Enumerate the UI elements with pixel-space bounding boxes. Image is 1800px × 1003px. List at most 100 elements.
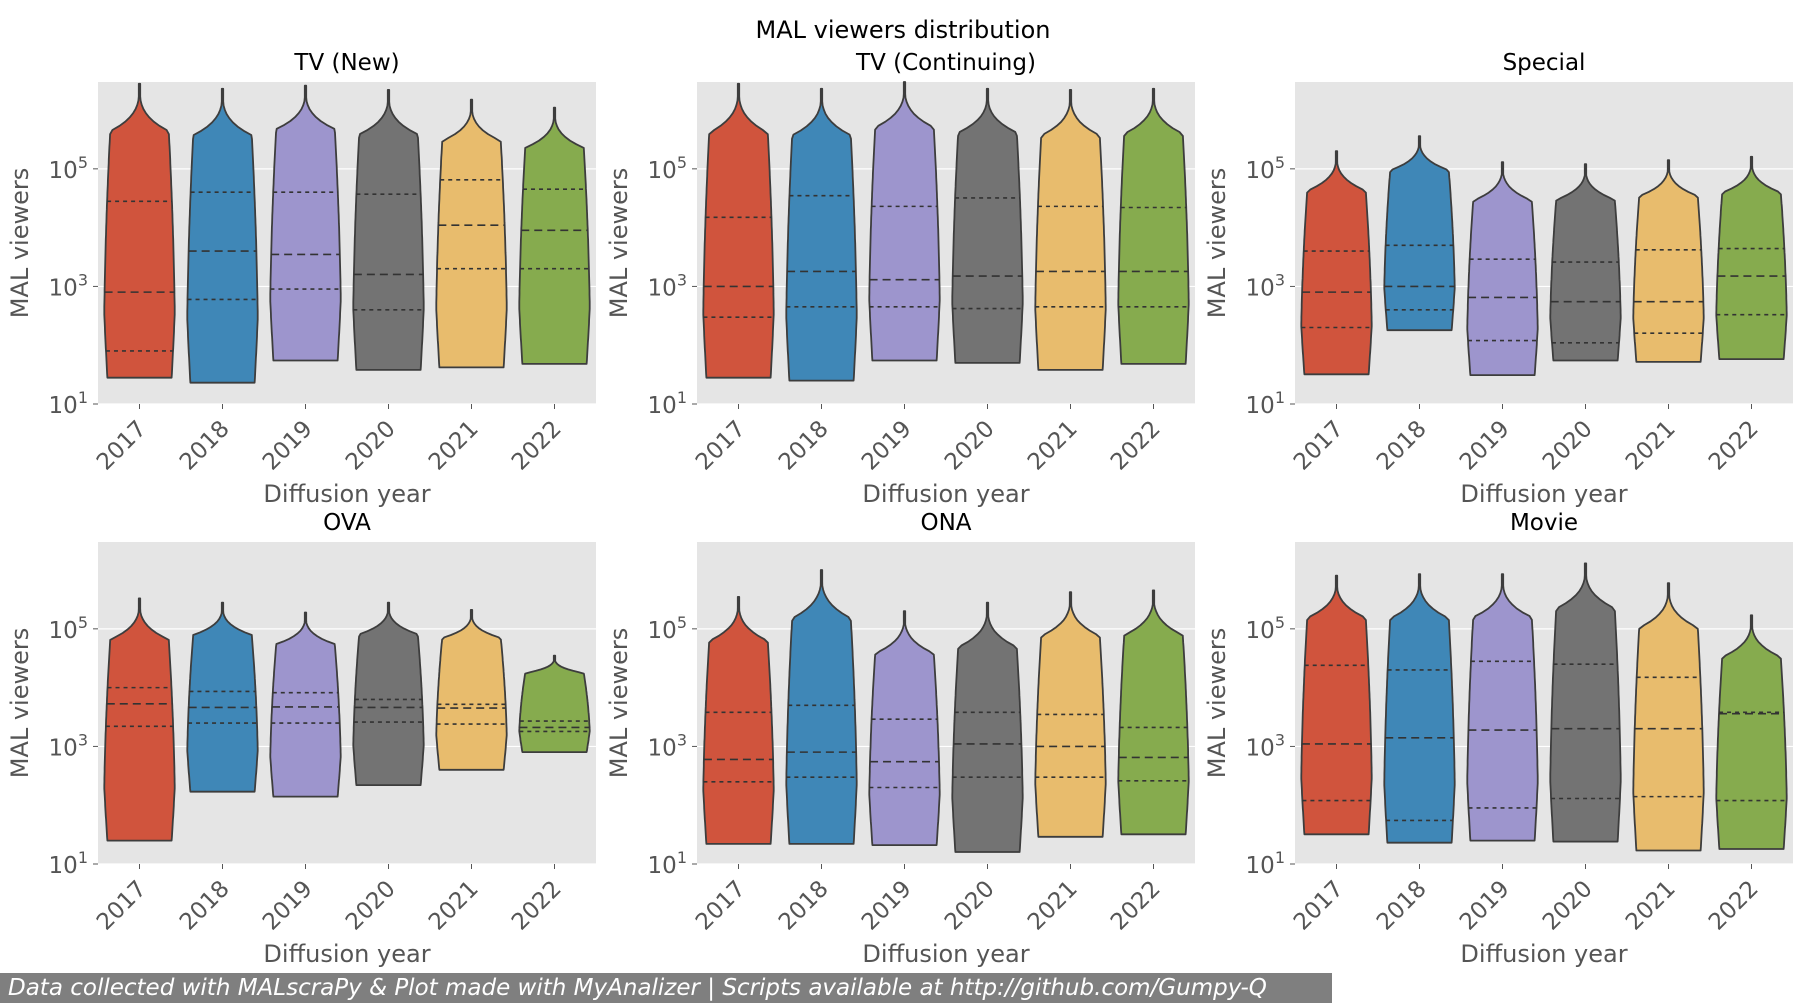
x-tick-label: 2020: [940, 876, 1000, 936]
x-tick-label: 2021: [424, 416, 484, 476]
x-axis-label: Diffusion year: [862, 940, 1029, 968]
violin-2017: [1300, 574, 1373, 836]
violin-2021: [1632, 159, 1705, 363]
violin-2020: [352, 89, 425, 371]
panel-2: 101 103 105 2017 2018 2019 2020 2021 2022 Special…: [1203, 50, 1793, 508]
violin-2018: [186, 601, 259, 793]
violin-2022: [1117, 589, 1190, 836]
panel-1: 101 103 105 2017 2018 2019 2020 2021 2022 TV (Con…: [605, 50, 1195, 508]
plot-area: [1295, 82, 1793, 404]
x-tick-label: 2022: [507, 876, 567, 936]
subplot-title: Special: [1503, 50, 1586, 76]
violin-2018: [785, 569, 858, 845]
y-tick-label: 101: [1246, 388, 1285, 419]
plot-area: [697, 542, 1195, 864]
subplot-title: ONA: [920, 510, 971, 536]
y-tick-label: 103: [648, 730, 687, 761]
x-tick-label: 2021: [1621, 416, 1681, 476]
x-axis-label: Diffusion year: [263, 480, 430, 508]
y-tick-label: 101: [49, 388, 88, 419]
y-tick-label: 105: [1246, 613, 1285, 644]
x-tick-label: 2020: [1538, 876, 1598, 936]
x-tick-label: 2021: [1023, 876, 1083, 936]
x-tick-label: 2017: [92, 876, 152, 936]
x-tick-label: 2021: [424, 876, 484, 936]
y-tick-label: 103: [49, 730, 88, 761]
x-tick-label: 2018: [774, 876, 834, 936]
violin-2021: [1034, 89, 1107, 371]
y-tick-label: 101: [648, 848, 687, 879]
violin-2018: [1383, 135, 1456, 332]
x-tick-label: 2021: [1621, 876, 1681, 936]
panel-4: 101 103 105 2017 2018 2019 2020 2021 2022 ONA Diff…: [605, 510, 1195, 968]
x-tick-label: 2020: [341, 416, 401, 476]
x-tick-label: 2017: [691, 876, 751, 936]
x-tick-label: 2019: [1455, 416, 1515, 476]
plot-area: [98, 82, 596, 404]
y-tick-label: 105: [49, 613, 88, 644]
x-tick-label: 2019: [258, 416, 318, 476]
x-tick-label: 2020: [940, 416, 1000, 476]
violin-2020: [951, 601, 1024, 853]
footer-credit: Data collected with MALscraPy & Plot mad…: [0, 973, 1332, 1003]
x-tick-label: 2019: [258, 876, 318, 936]
y-tick-label: 103: [648, 270, 687, 301]
y-axis-label: MAL viewers: [6, 628, 34, 779]
y-tick-label: 101: [1246, 848, 1285, 879]
x-tick-label: 2018: [1372, 876, 1432, 936]
violin-2022: [1715, 155, 1788, 360]
x-tick-label: 2017: [92, 416, 152, 476]
x-tick-label: 2018: [175, 416, 235, 476]
x-tick-label: 2019: [857, 416, 917, 476]
x-tick-label: 2021: [1023, 416, 1083, 476]
x-axis-label: Diffusion year: [1460, 940, 1627, 968]
y-tick-label: 101: [648, 388, 687, 419]
violin-2017: [702, 82, 775, 379]
violin-2017: [1300, 150, 1373, 376]
violin-2022: [518, 106, 591, 365]
y-tick-label: 103: [49, 270, 88, 301]
figure-title: MAL viewers distribution: [756, 16, 1051, 44]
violin-2020: [1549, 562, 1622, 843]
x-tick-label: 2018: [175, 876, 235, 936]
x-axis-label: Diffusion year: [862, 480, 1029, 508]
x-axis-label: Diffusion year: [263, 940, 430, 968]
y-tick-label: 105: [49, 153, 88, 184]
y-tick-label: 101: [49, 848, 88, 879]
subplot-title: TV (Continuing): [855, 50, 1036, 76]
violin-2021: [1632, 582, 1705, 852]
y-tick-label: 105: [648, 153, 687, 184]
x-tick-label: 2020: [1538, 416, 1598, 476]
violin-2019: [1466, 161, 1539, 376]
x-tick-label: 2017: [1289, 876, 1349, 936]
plot-area: [697, 82, 1195, 404]
violin-2019: [868, 81, 941, 362]
plot-area: [98, 542, 596, 864]
y-axis-label: MAL viewers: [605, 628, 633, 779]
violin-2019: [868, 610, 941, 846]
plot-area: [1295, 542, 1793, 864]
y-axis-label: MAL viewers: [6, 168, 34, 319]
violin-2021: [435, 98, 508, 369]
x-tick-label: 2020: [341, 876, 401, 936]
x-tick-label: 2019: [1455, 876, 1515, 936]
panel-0: 101 103 105 2017 2018 2019 2020 2021 2022 TV (New…: [6, 50, 596, 508]
violin-2022: [1715, 614, 1788, 850]
x-tick-label: 2022: [1106, 416, 1166, 476]
panel-3: 101 103 105 2017 2018 2019 2020 2021 2022 OVA Diff…: [6, 510, 596, 968]
subplot-title: Movie: [1510, 510, 1578, 536]
violin-2021: [435, 609, 508, 771]
x-axis-label: Diffusion year: [1460, 480, 1627, 508]
x-tick-label: 2018: [1372, 416, 1432, 476]
violin-2019: [269, 611, 342, 798]
y-axis-label: MAL viewers: [1203, 628, 1231, 779]
x-tick-label: 2022: [507, 416, 567, 476]
y-tick-label: 105: [1246, 153, 1285, 184]
violin-2018: [186, 87, 259, 384]
violin-2019: [269, 84, 342, 362]
violin-2017: [103, 597, 176, 842]
y-tick-label: 105: [648, 613, 687, 644]
violin-2018: [785, 87, 858, 382]
panel-5: 101 103 105 2017 2018 2019 2020 2021 2022 Movie Di…: [1203, 510, 1793, 968]
